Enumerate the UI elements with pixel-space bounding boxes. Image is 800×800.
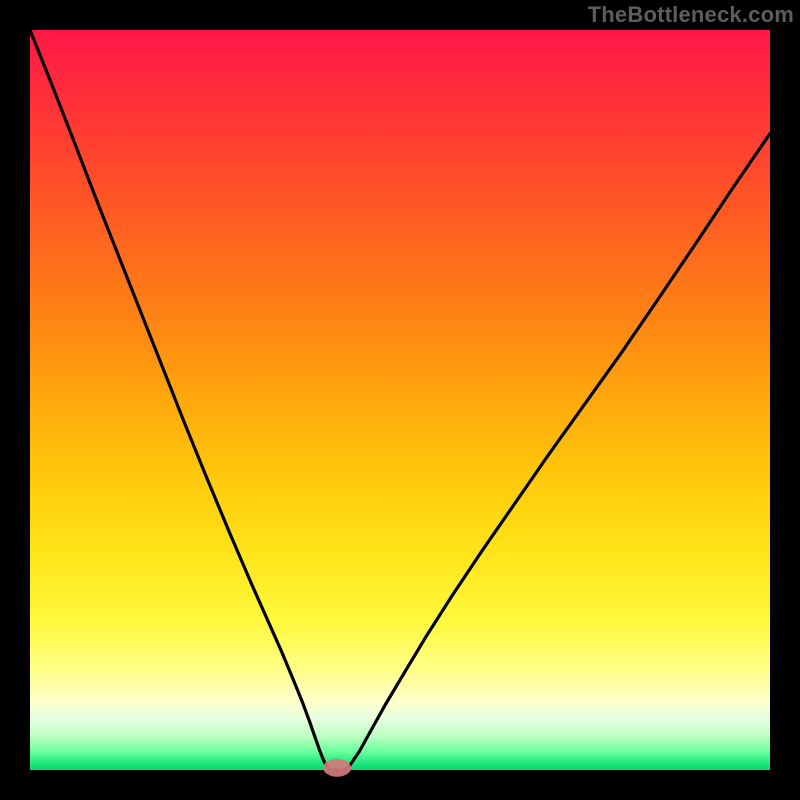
chart-container: TheBottleneck.com: [0, 0, 800, 800]
watermark-text: TheBottleneck.com: [588, 2, 794, 28]
plot-background-gradient: [30, 30, 770, 770]
bottleneck-chart: [0, 0, 800, 800]
minimum-marker: [323, 759, 351, 777]
